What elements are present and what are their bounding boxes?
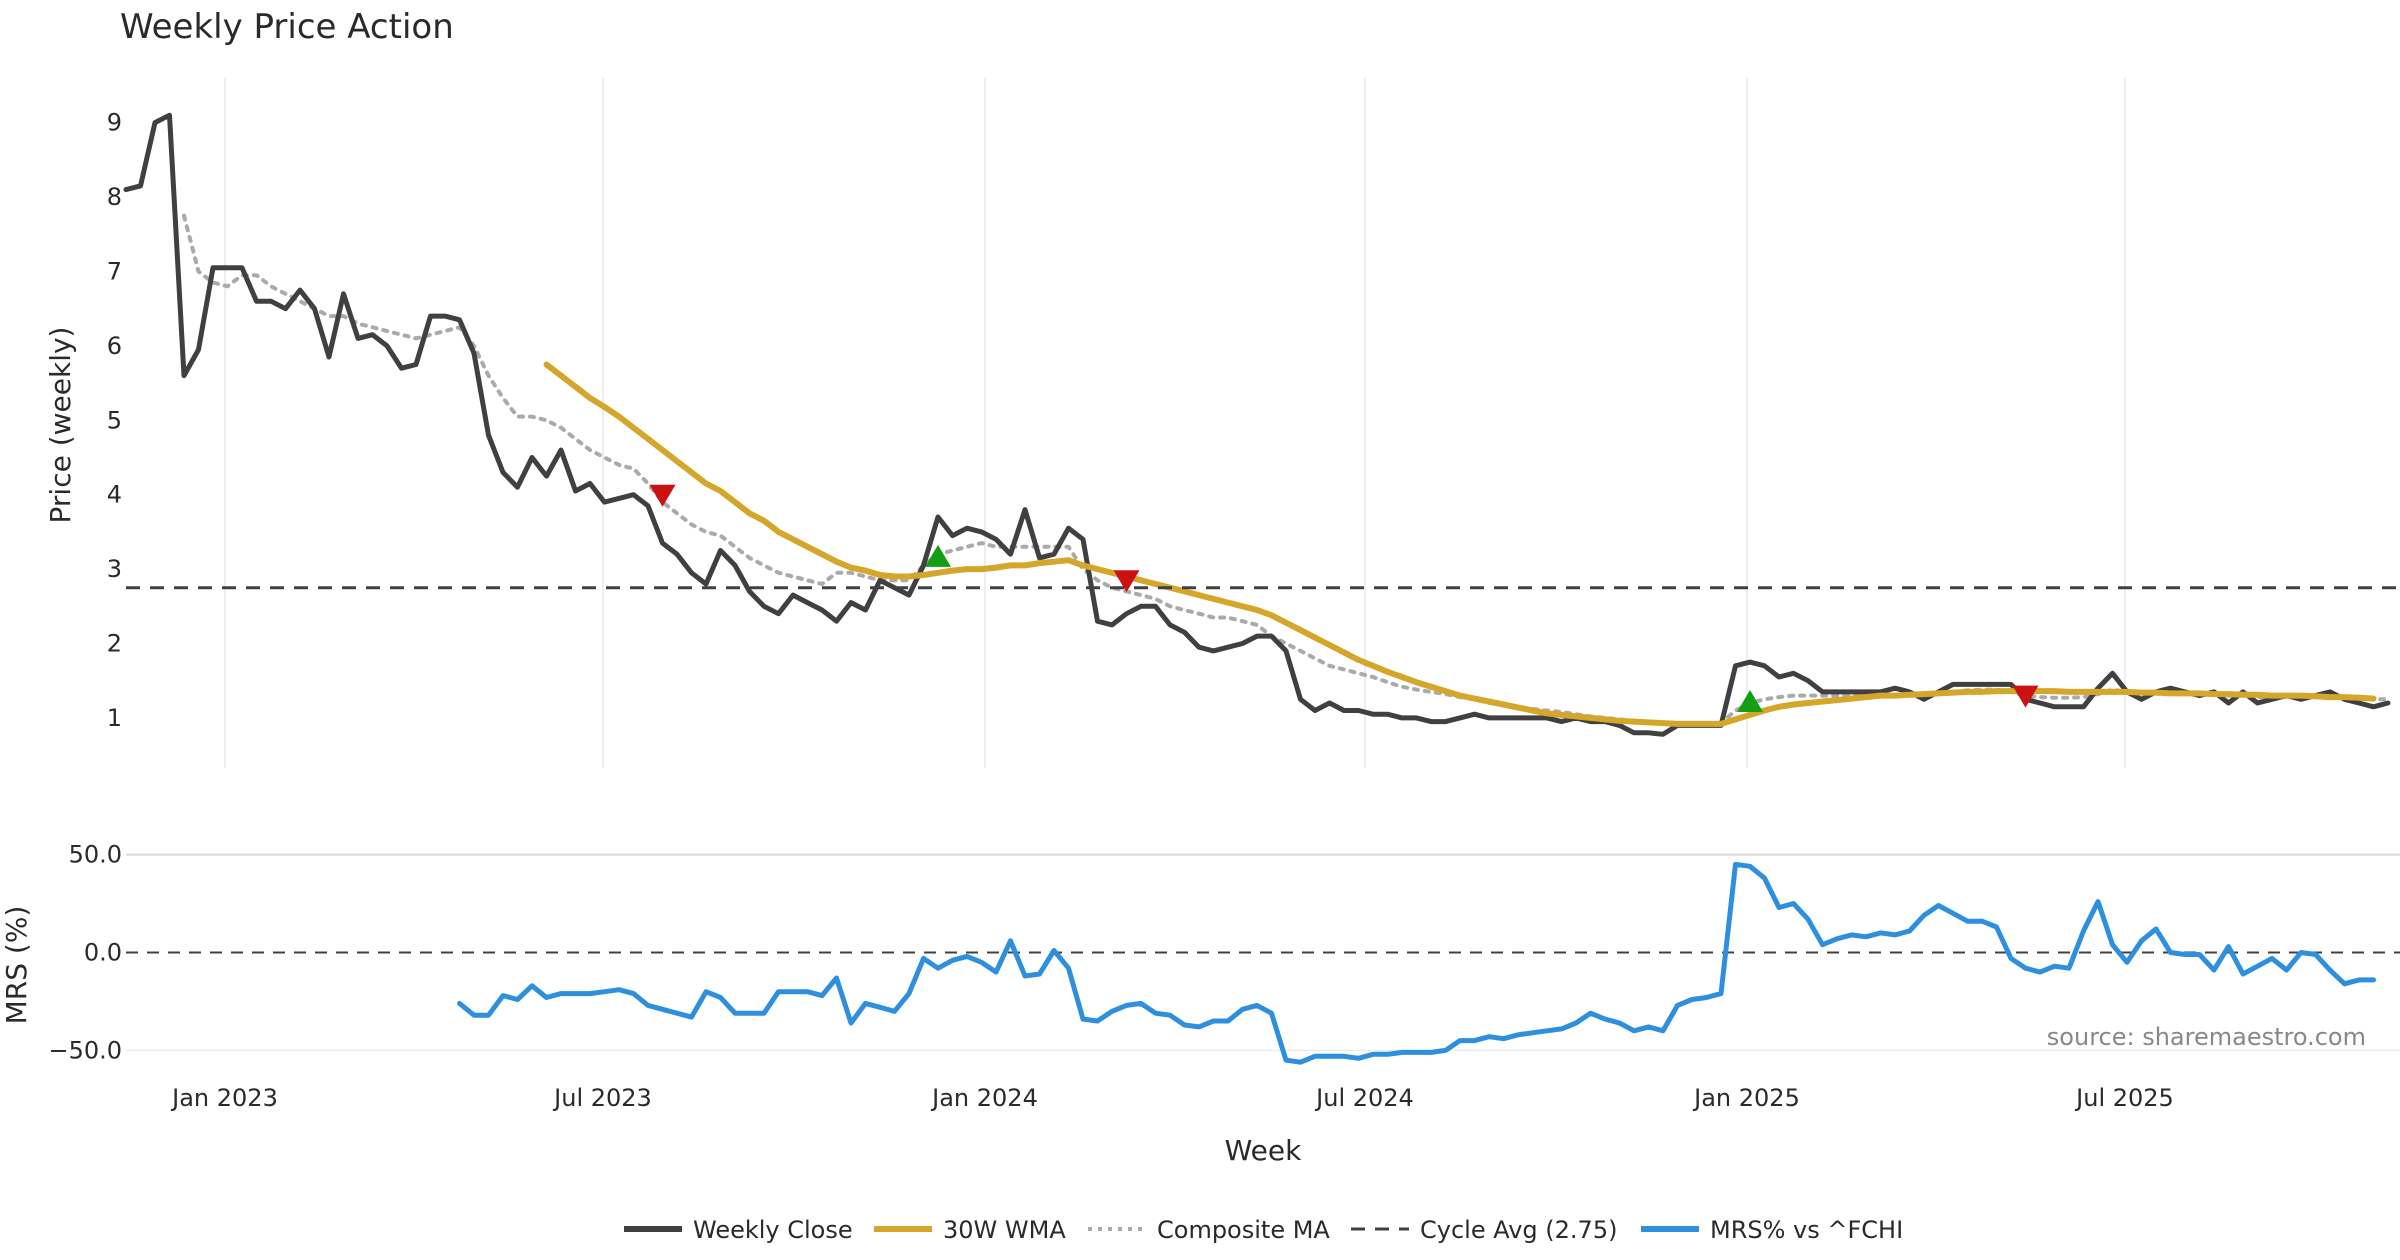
mrs-grid — [126, 853, 2400, 1052]
mrs-y-ticks: 50.0 0.0 −50.0 — [48, 841, 122, 1065]
chart-title: Weekly Price Action — [120, 7, 454, 47]
x-tick-label: Jan 2024 — [930, 1084, 1038, 1112]
legend-label-composite-ma: Composite MA — [1157, 1216, 1330, 1244]
price-y-tick-label: 4 — [107, 481, 122, 509]
price-y-tick-label: 5 — [107, 406, 122, 434]
price-y-tick-label: 7 — [107, 257, 122, 285]
price-y-ticks: 1 2 3 4 5 6 7 8 9 — [107, 109, 122, 732]
legend-label-cycle-avg: Cycle Avg (2.75) — [1420, 1216, 1617, 1244]
mrs-lines — [457, 861, 2376, 1065]
buy-signal-marker — [925, 544, 951, 567]
x-tick-label: Jul 2023 — [552, 1084, 652, 1112]
price-y-tick-label: 6 — [107, 332, 122, 360]
price-y-label: Price (weekly) — [44, 327, 77, 524]
legend-label-weekly-close: Weekly Close — [693, 1216, 853, 1244]
sell-signal-marker — [2012, 685, 2039, 708]
x-tick-label: Jan 2025 — [1692, 1084, 1800, 1112]
price-signals — [649, 484, 2039, 713]
legend-label-mrs: MRS% vs ^FCHI — [1710, 1216, 1903, 1244]
x-tick-label: Jul 2024 — [1314, 1084, 1414, 1112]
price-y-tick-label: 2 — [107, 630, 122, 658]
price-y-tick-label: 9 — [107, 109, 122, 137]
x-ticks: Jan 2023 Jul 2023 Jan 2024 Jul 2024 Jan 2025… — [170, 1084, 2174, 1112]
price-grid — [224, 78, 2126, 768]
series-line-mrs — [457, 861, 2376, 1065]
x-tick-label: Jan 2023 — [170, 1084, 278, 1112]
legend: Weekly Close 30W WMA Composite MA Cycle … — [624, 1216, 1903, 1244]
mrs-y-tick-label: 50.0 — [69, 841, 122, 869]
sell-signal-marker — [1113, 570, 1140, 593]
price-y-tick-label: 1 — [107, 704, 122, 732]
series-line-30w-wma — [543, 361, 2377, 727]
price-y-tick-label: 8 — [107, 183, 122, 211]
price-y-tick-label: 3 — [107, 555, 122, 583]
sell-signal-marker — [649, 484, 676, 507]
mrs-y-tick-label: −50.0 — [48, 1036, 122, 1064]
legend-label-30w-wma: 30W WMA — [943, 1216, 1066, 1244]
x-tick-label: Jul 2025 — [2074, 1084, 2174, 1112]
mrs-y-tick-label: 0.0 — [84, 939, 122, 967]
buy-signal-marker — [1737, 690, 1763, 713]
series-line-weekly-close — [123, 112, 2391, 737]
x-axis-label: Week — [1225, 1134, 1302, 1167]
mrs-y-label: MRS (%) — [0, 906, 33, 1025]
source-note: source: sharemaestro.com — [2047, 1023, 2366, 1051]
